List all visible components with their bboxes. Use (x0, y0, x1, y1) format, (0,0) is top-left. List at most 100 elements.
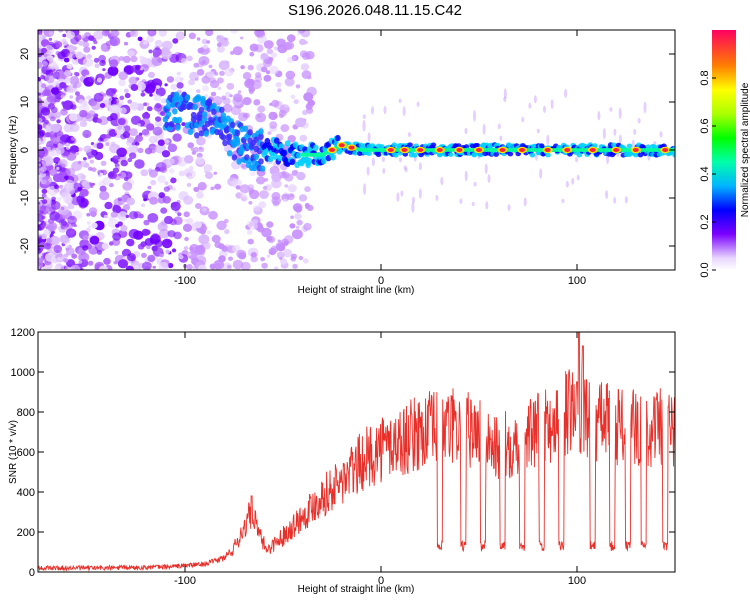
hotspot (562, 146, 573, 154)
noise-blob (42, 35, 47, 40)
noise-blob (271, 172, 280, 181)
colorbar-ticks: 0.0 0.2 0.4 0.6 0.8 (699, 70, 716, 278)
noise-blob (80, 174, 87, 180)
noise-blob (289, 223, 296, 229)
noise-blob (295, 117, 306, 128)
noise-blob (305, 103, 313, 110)
noise-blob (280, 124, 290, 133)
spec-ytick-label: 10 (19, 96, 31, 108)
streak-blob (471, 202, 475, 206)
noise-blob (176, 82, 184, 89)
noise-blob (161, 238, 173, 249)
streak-blob (363, 183, 367, 195)
noise-blob (71, 222, 77, 227)
noise-blob (260, 66, 268, 73)
noise-blob (184, 155, 194, 164)
noise-blob (164, 181, 169, 186)
noise-blob (299, 134, 308, 142)
noise-blob (83, 46, 91, 53)
noise-blob (165, 249, 170, 254)
noise-blob (104, 201, 113, 210)
streak-blob (503, 96, 507, 103)
noise-blob (94, 63, 100, 69)
noise-blob (254, 30, 265, 38)
spec-ytick-label: -20 (19, 238, 31, 254)
noise-blob (151, 56, 163, 67)
noise-blob (120, 159, 128, 167)
noise-blob (38, 30, 43, 36)
noise-blob (105, 88, 116, 97)
noise-blob (202, 207, 207, 212)
spec-xtick-label: -100 (174, 275, 196, 287)
noise-blob (257, 105, 266, 113)
noise-blob (206, 71, 215, 79)
snr-ytick-label: 0 (29, 567, 35, 579)
signal-blob (168, 121, 175, 128)
noise-blob (160, 111, 166, 117)
noise-blob (167, 158, 175, 166)
noise-blob (177, 212, 182, 217)
noise-blob (89, 184, 94, 188)
noise-blob (234, 181, 239, 185)
noise-blob (253, 99, 261, 106)
noise-blob (170, 178, 177, 184)
noise-blob (176, 71, 181, 76)
noise-blob (65, 247, 70, 251)
noise-blob (68, 113, 78, 122)
noise-blob (155, 116, 162, 122)
noise-blob (292, 56, 296, 60)
streak-blob (487, 174, 491, 183)
noise-blob (208, 64, 213, 69)
signal-blob (375, 152, 382, 158)
noise-blob (79, 109, 88, 118)
noise-blob (178, 254, 184, 260)
spec-ytick-label: -10 (19, 190, 31, 206)
noise-blob (41, 188, 48, 194)
noise-blob (146, 245, 151, 250)
noise-blob (42, 176, 53, 186)
noise-blob (52, 71, 61, 80)
noise-blob (38, 117, 43, 123)
noise-blob (183, 211, 190, 218)
noise-blob (267, 131, 272, 135)
noise-blob (187, 142, 194, 149)
signal-blob (247, 129, 253, 136)
noise-blob (196, 152, 203, 159)
noise-blob (292, 203, 303, 212)
noise-blob (119, 56, 125, 61)
noise-blob (70, 230, 75, 235)
noise-blob (284, 173, 294, 182)
noise-blob (48, 31, 54, 36)
noise-blob (291, 229, 303, 240)
noise-blob (96, 77, 103, 83)
noise-blob (119, 172, 127, 179)
noise-blob (206, 40, 211, 44)
noise-blob (216, 220, 227, 231)
noise-blob (256, 176, 266, 185)
noise-blob (293, 99, 299, 104)
signal-blob (242, 125, 249, 132)
noise-blob (298, 194, 308, 202)
noise-blob (153, 94, 162, 102)
noise-blob (98, 116, 109, 126)
noise-blob (141, 228, 150, 236)
noise-blob (252, 205, 261, 212)
signal-blob (208, 119, 214, 126)
noise-blob (263, 74, 272, 82)
noise-blob (56, 256, 62, 261)
noise-blob (265, 70, 271, 75)
spec-xtick-label: 0 (378, 275, 384, 287)
noise-blob (91, 167, 97, 172)
noise-blob (78, 260, 83, 264)
noise-blob (66, 63, 73, 70)
noise-blob (172, 133, 182, 142)
streak-blob (362, 119, 366, 132)
signal-blob (507, 151, 514, 157)
noise-blob (243, 112, 250, 119)
noise-blob (113, 94, 117, 98)
noise-blob (86, 95, 92, 100)
noise-blob (94, 151, 104, 161)
noise-blob (38, 137, 42, 144)
noise-blob (50, 200, 61, 210)
noise-blob (186, 55, 193, 62)
